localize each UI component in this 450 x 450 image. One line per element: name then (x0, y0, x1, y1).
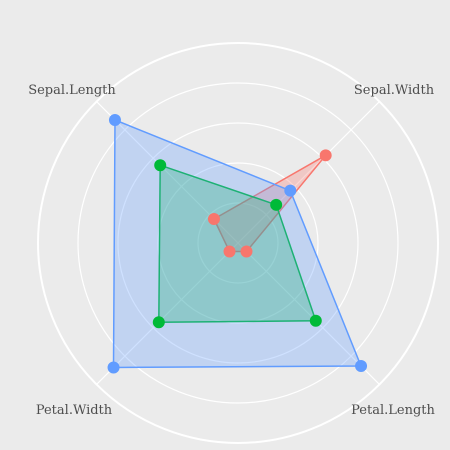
series-point (223, 245, 236, 258)
axis-label-layer: Sepal.Length Sepal.Width Petal.Length Petal… (28, 83, 435, 418)
series-point (270, 198, 283, 211)
series-point (108, 113, 121, 126)
grid-circle (37, 42, 439, 444)
series-point (152, 316, 165, 329)
axis-label: Petal.Width (36, 403, 113, 418)
series-point (309, 314, 322, 327)
series-point (355, 360, 368, 373)
axis-spoke (237, 242, 380, 385)
grid-layer (37, 42, 439, 444)
axis-label: Sepal.Width (354, 83, 435, 98)
grid-circle (77, 82, 399, 404)
series-layer (107, 113, 368, 374)
axis-spoke (96, 242, 239, 385)
series-point (154, 159, 167, 172)
series-point (207, 212, 220, 225)
axis-spoke (237, 101, 380, 244)
grid-circle (117, 122, 359, 364)
grid-circle (197, 202, 279, 284)
grid-circle (157, 162, 319, 324)
series-point (284, 184, 297, 197)
axis-label: Petal.Length (351, 403, 435, 418)
series-point (319, 149, 332, 162)
series-point (107, 361, 120, 374)
series-point (240, 245, 253, 258)
axis-label: Sepal.Length (28, 83, 116, 98)
